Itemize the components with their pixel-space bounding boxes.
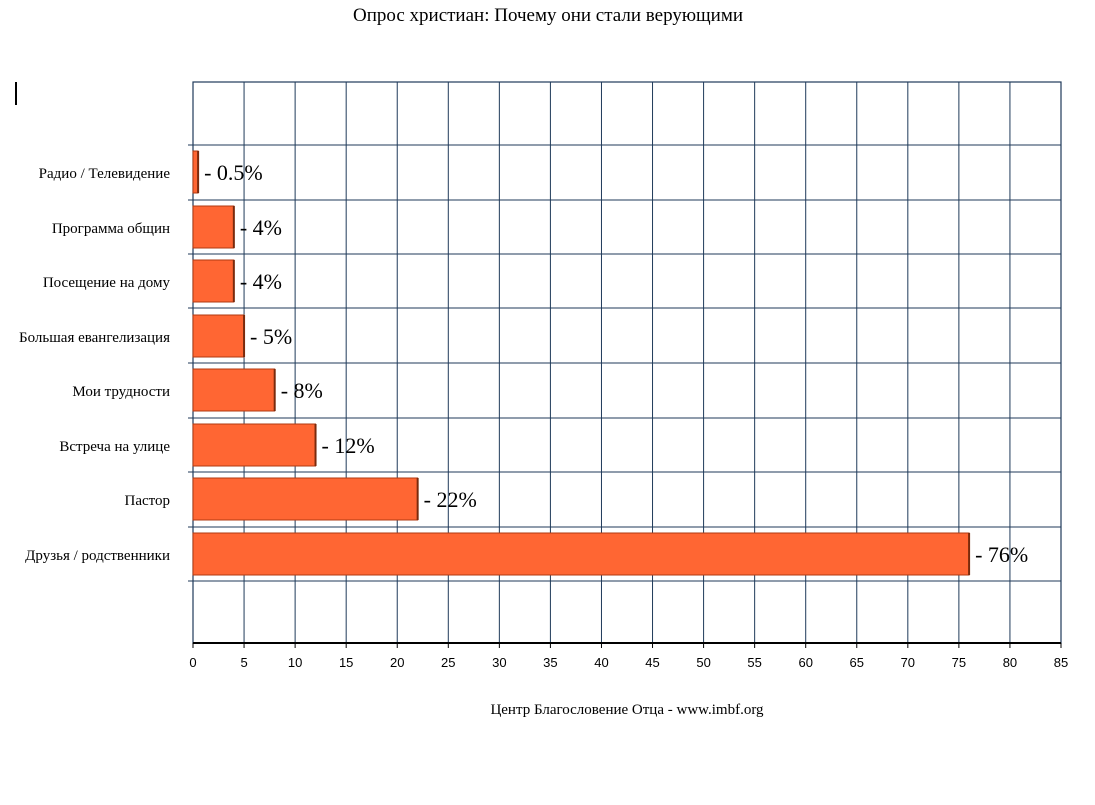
bar: [192, 259, 235, 303]
source-caption: Центр Благословение Отца - www.imbf.org: [490, 702, 764, 718]
data-label: - 5%: [250, 324, 292, 349]
category-label: Большая евангелизация: [19, 330, 170, 346]
category-label: Встреча на улице: [59, 439, 170, 455]
bar: [192, 423, 317, 467]
x-tick-label: 20: [390, 655, 404, 670]
x-tick-label: 0: [189, 655, 196, 670]
x-tick-label: 85: [1054, 655, 1068, 670]
x-tick-label: 5: [240, 655, 247, 670]
x-tick-label: 60: [798, 655, 812, 670]
x-tick-label: 45: [645, 655, 659, 670]
data-label: - 0.5%: [204, 160, 263, 185]
category-label: Пастор: [124, 493, 170, 509]
bar: [192, 477, 419, 521]
bar: [192, 368, 276, 412]
data-label: - 8%: [281, 378, 323, 403]
bars: - 0.5% - 4% - 4% - 5% - 8% - 12% - 22% - 76%: [192, 150, 1028, 576]
x-tick-label: 80: [1003, 655, 1017, 670]
x-tick-label: 55: [747, 655, 761, 670]
chart-title: Опрос христиан: Почему они стали верующи…: [353, 5, 743, 26]
bar: [192, 205, 235, 249]
data-label: - 12%: [322, 433, 375, 458]
x-tick-label: 40: [594, 655, 608, 670]
category-labels: Радио / Телевидение Программа общин Посеще…: [19, 166, 170, 564]
x-tick-label: 30: [492, 655, 506, 670]
category-label: Программа общин: [52, 221, 170, 237]
x-tick-label: 75: [952, 655, 966, 670]
x-tick-label: 15: [339, 655, 353, 670]
category-label: Друзья / родственники: [25, 548, 170, 564]
x-tick-label: 25: [441, 655, 455, 670]
x-tick-label: 50: [696, 655, 710, 670]
x-tick-label: 65: [850, 655, 864, 670]
category-label: Посещение на дому: [43, 275, 171, 291]
x-tick-label: 10: [288, 655, 302, 670]
data-label: - 22%: [424, 487, 477, 512]
x-tick-label: 70: [901, 655, 915, 670]
x-tick-label: 35: [543, 655, 557, 670]
bar: [192, 532, 970, 576]
category-label: Радио / Телевидение: [39, 166, 171, 182]
bar: [192, 314, 245, 358]
data-label: - 4%: [240, 269, 282, 294]
category-label: Мои трудности: [72, 384, 170, 400]
data-label: - 4%: [240, 215, 282, 240]
data-label: - 76%: [975, 542, 1028, 567]
x-axis-ticks: 0 5 10 15 20 25 30 35 40 45 50 55 60 65 70 75 80 85: [189, 643, 1068, 670]
